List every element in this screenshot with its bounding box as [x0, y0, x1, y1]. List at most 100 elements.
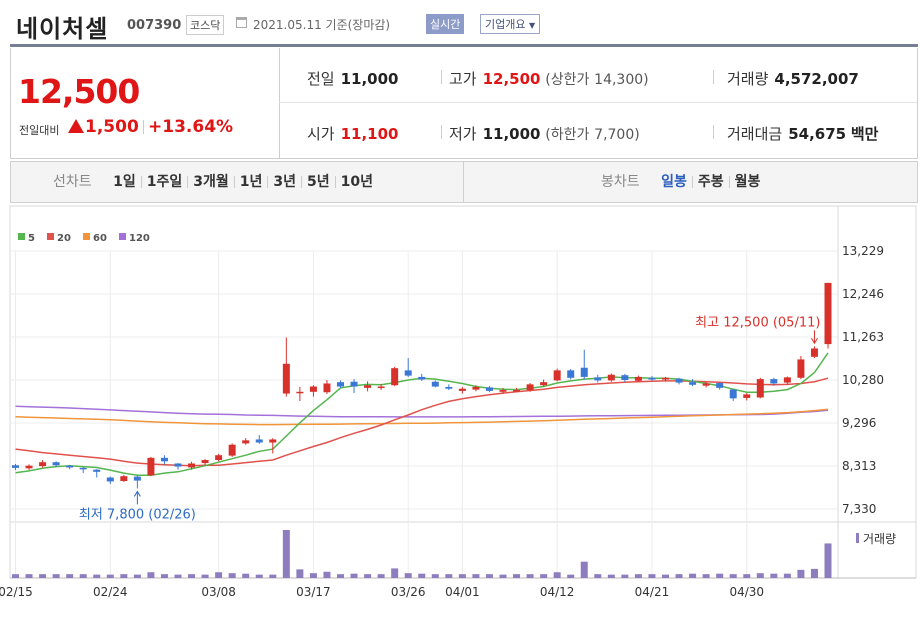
legend-label: 20 — [57, 233, 71, 244]
line-period-1[interactable]: 1주일 — [146, 174, 183, 190]
candle-body — [797, 359, 805, 378]
line-period-0[interactable]: 1일 — [113, 174, 136, 190]
candle-body — [255, 439, 263, 443]
amount-unit: 백만 — [850, 125, 879, 143]
volume-bar — [499, 574, 507, 578]
candle-body — [716, 383, 724, 388]
volume-label: 거래량 — [727, 70, 769, 88]
volume-bar — [662, 574, 669, 578]
volume-legend-swatch — [856, 533, 859, 543]
realtime-button[interactable]: 실시간 — [426, 14, 465, 34]
divider — [441, 125, 442, 139]
line-period-2[interactable]: 3개월 — [193, 174, 229, 190]
price-summary: 12,500 전일대비 1,500 +13.64% 전일 11,000 고가 12,… — [10, 48, 918, 159]
legend-label: 60 — [93, 233, 107, 244]
volume-bar — [255, 574, 263, 578]
candle-body — [337, 382, 344, 387]
candle-body — [689, 382, 697, 385]
candle-body — [594, 377, 602, 381]
volume-bar — [215, 572, 223, 578]
divider — [143, 120, 144, 134]
candle-body — [66, 465, 74, 468]
candle-body — [513, 390, 521, 392]
volume-bar — [526, 574, 534, 578]
legend-swatch — [18, 233, 25, 240]
stock-header: 네이처셀 007390 코스닥 2021.05.11 기준(장마감) 실시간 기… — [0, 0, 920, 44]
line-period-3[interactable]: 1년 — [239, 174, 263, 190]
candle-body — [485, 387, 493, 391]
candle-body — [431, 381, 439, 387]
candle-period-0[interactable]: 일봉 — [661, 174, 687, 190]
amount-label: 거래대금 — [727, 125, 783, 143]
company-info-dropdown[interactable]: 기업개요 ▼ — [480, 14, 541, 34]
candle-body — [93, 469, 101, 472]
x-tick-label: 04/01 — [445, 585, 480, 599]
candle-period-2[interactable]: 월봉 — [734, 174, 761, 190]
divider — [728, 176, 730, 188]
upper-limit-value: 14,300 — [594, 72, 644, 88]
legend-swatch — [119, 233, 126, 240]
volume-bar — [188, 574, 196, 578]
volume-bar — [485, 574, 493, 578]
candle-body — [120, 476, 128, 482]
volume-bar — [66, 574, 74, 578]
line-period-4[interactable]: 3년 — [273, 174, 296, 190]
calendar-icon — [236, 17, 247, 28]
volume-bar — [648, 574, 656, 578]
candle-body — [174, 463, 182, 467]
candle-body — [445, 386, 453, 389]
legend-swatch — [47, 233, 54, 240]
y-tick-label: 13,229 — [842, 244, 884, 258]
volume-bar — [567, 574, 575, 578]
candle-body — [309, 386, 317, 392]
volume-bar — [689, 573, 697, 578]
y-tick-label: 7,330 — [842, 502, 876, 516]
candle-body — [12, 465, 19, 468]
volume-bar — [594, 574, 602, 578]
line-period-5[interactable]: 5년 — [307, 174, 330, 190]
volume-bar — [702, 574, 710, 578]
ma5-line — [15, 352, 829, 477]
candle-body — [770, 379, 778, 384]
candle-body — [282, 363, 290, 394]
market-badge: 코스닥 — [186, 15, 225, 35]
divider — [334, 176, 336, 188]
volume-bar — [458, 574, 466, 578]
candle-body — [228, 444, 236, 456]
open-value: 11,100 — [340, 125, 399, 143]
candle-body — [391, 368, 399, 386]
low-cell: 저가 11,000 (하한가 7,700) — [449, 125, 640, 143]
volume-bar — [201, 574, 209, 578]
amount-cell: 거래대금 54,675 백만 — [727, 123, 878, 144]
volume-bar — [540, 574, 548, 578]
line-period-6[interactable]: 10년 — [340, 174, 373, 190]
price-change: 1,500 — [85, 117, 139, 137]
divider — [140, 176, 142, 188]
x-tick-label: 03/26 — [391, 585, 426, 599]
volume-bar — [580, 561, 588, 578]
volume-bar — [810, 568, 818, 578]
volume-bar — [716, 573, 724, 578]
quote-date: 2021.05.11 기준(장마감) — [253, 16, 390, 33]
volume-bar — [729, 574, 737, 578]
divider — [301, 176, 302, 188]
candle-body — [418, 376, 426, 380]
company-name: 네이처셀 — [16, 15, 109, 43]
volume-bar — [228, 573, 236, 578]
candle-body — [323, 383, 331, 393]
up-arrow-icon — [68, 119, 84, 133]
prev-close-cell: 전일 11,000 — [307, 68, 399, 89]
candle-period-1[interactable]: 주봉 — [697, 174, 724, 190]
divider — [267, 176, 269, 188]
volume-bar — [242, 573, 250, 578]
candle-body — [39, 462, 47, 467]
divider — [233, 176, 235, 188]
volume-bar — [513, 574, 521, 578]
candle-body — [160, 457, 168, 462]
volume-bar — [323, 571, 331, 578]
candle-body — [404, 370, 412, 376]
candle-body — [526, 384, 534, 391]
candle-body — [662, 377, 669, 380]
candle-body — [201, 460, 209, 464]
volume-bar — [783, 573, 791, 578]
